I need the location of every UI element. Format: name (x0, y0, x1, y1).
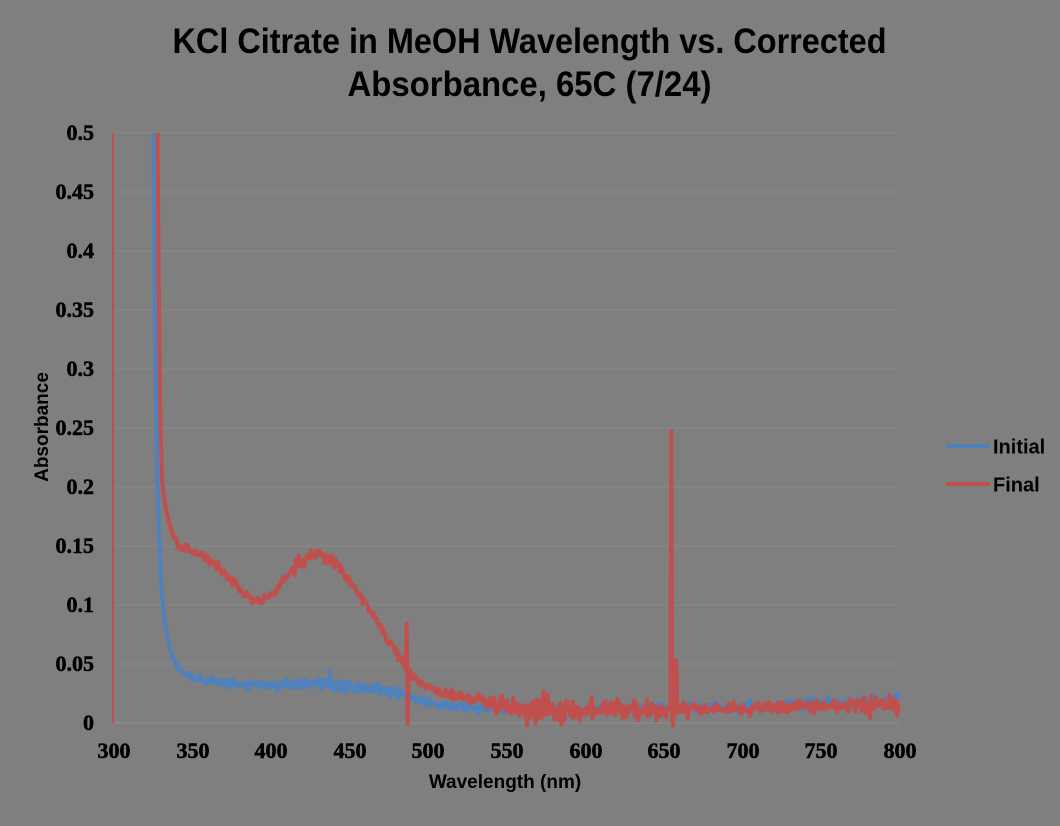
svg-text:300: 300 (98, 738, 131, 763)
svg-text:Initial: Initial (993, 437, 1045, 459)
svg-text:700: 700 (727, 738, 760, 763)
svg-text:350: 350 (177, 738, 210, 763)
svg-text:500: 500 (412, 738, 445, 763)
svg-text:550: 550 (491, 738, 524, 763)
svg-text:650: 650 (648, 738, 681, 763)
svg-text:Wavelength (nm): Wavelength (nm) (429, 772, 581, 793)
svg-text:800: 800 (884, 738, 917, 763)
svg-text:0.45: 0.45 (56, 179, 95, 204)
svg-text:0.3: 0.3 (67, 356, 95, 381)
svg-text:0.5: 0.5 (67, 120, 95, 145)
svg-text:600: 600 (570, 738, 603, 763)
svg-text:0: 0 (83, 710, 94, 735)
svg-text:0.35: 0.35 (56, 297, 95, 322)
svg-text:450: 450 (334, 738, 367, 763)
svg-text:0.05: 0.05 (56, 651, 95, 676)
svg-text:0.25: 0.25 (56, 415, 95, 440)
svg-text:KCl Citrate in MeOH Wavelength: KCl Citrate in MeOH Wavelength vs. Corre… (173, 22, 887, 61)
svg-text:750: 750 (805, 738, 838, 763)
svg-text:0.1: 0.1 (67, 592, 95, 617)
svg-text:Absorbance, 65C (7/24): Absorbance, 65C (7/24) (348, 65, 712, 104)
svg-text:0.2: 0.2 (67, 474, 95, 499)
svg-text:Absorbance: Absorbance (32, 372, 53, 482)
svg-text:Final: Final (993, 475, 1040, 497)
svg-text:0.4: 0.4 (67, 238, 95, 263)
svg-text:400: 400 (255, 738, 288, 763)
svg-text:0.15: 0.15 (56, 533, 95, 558)
